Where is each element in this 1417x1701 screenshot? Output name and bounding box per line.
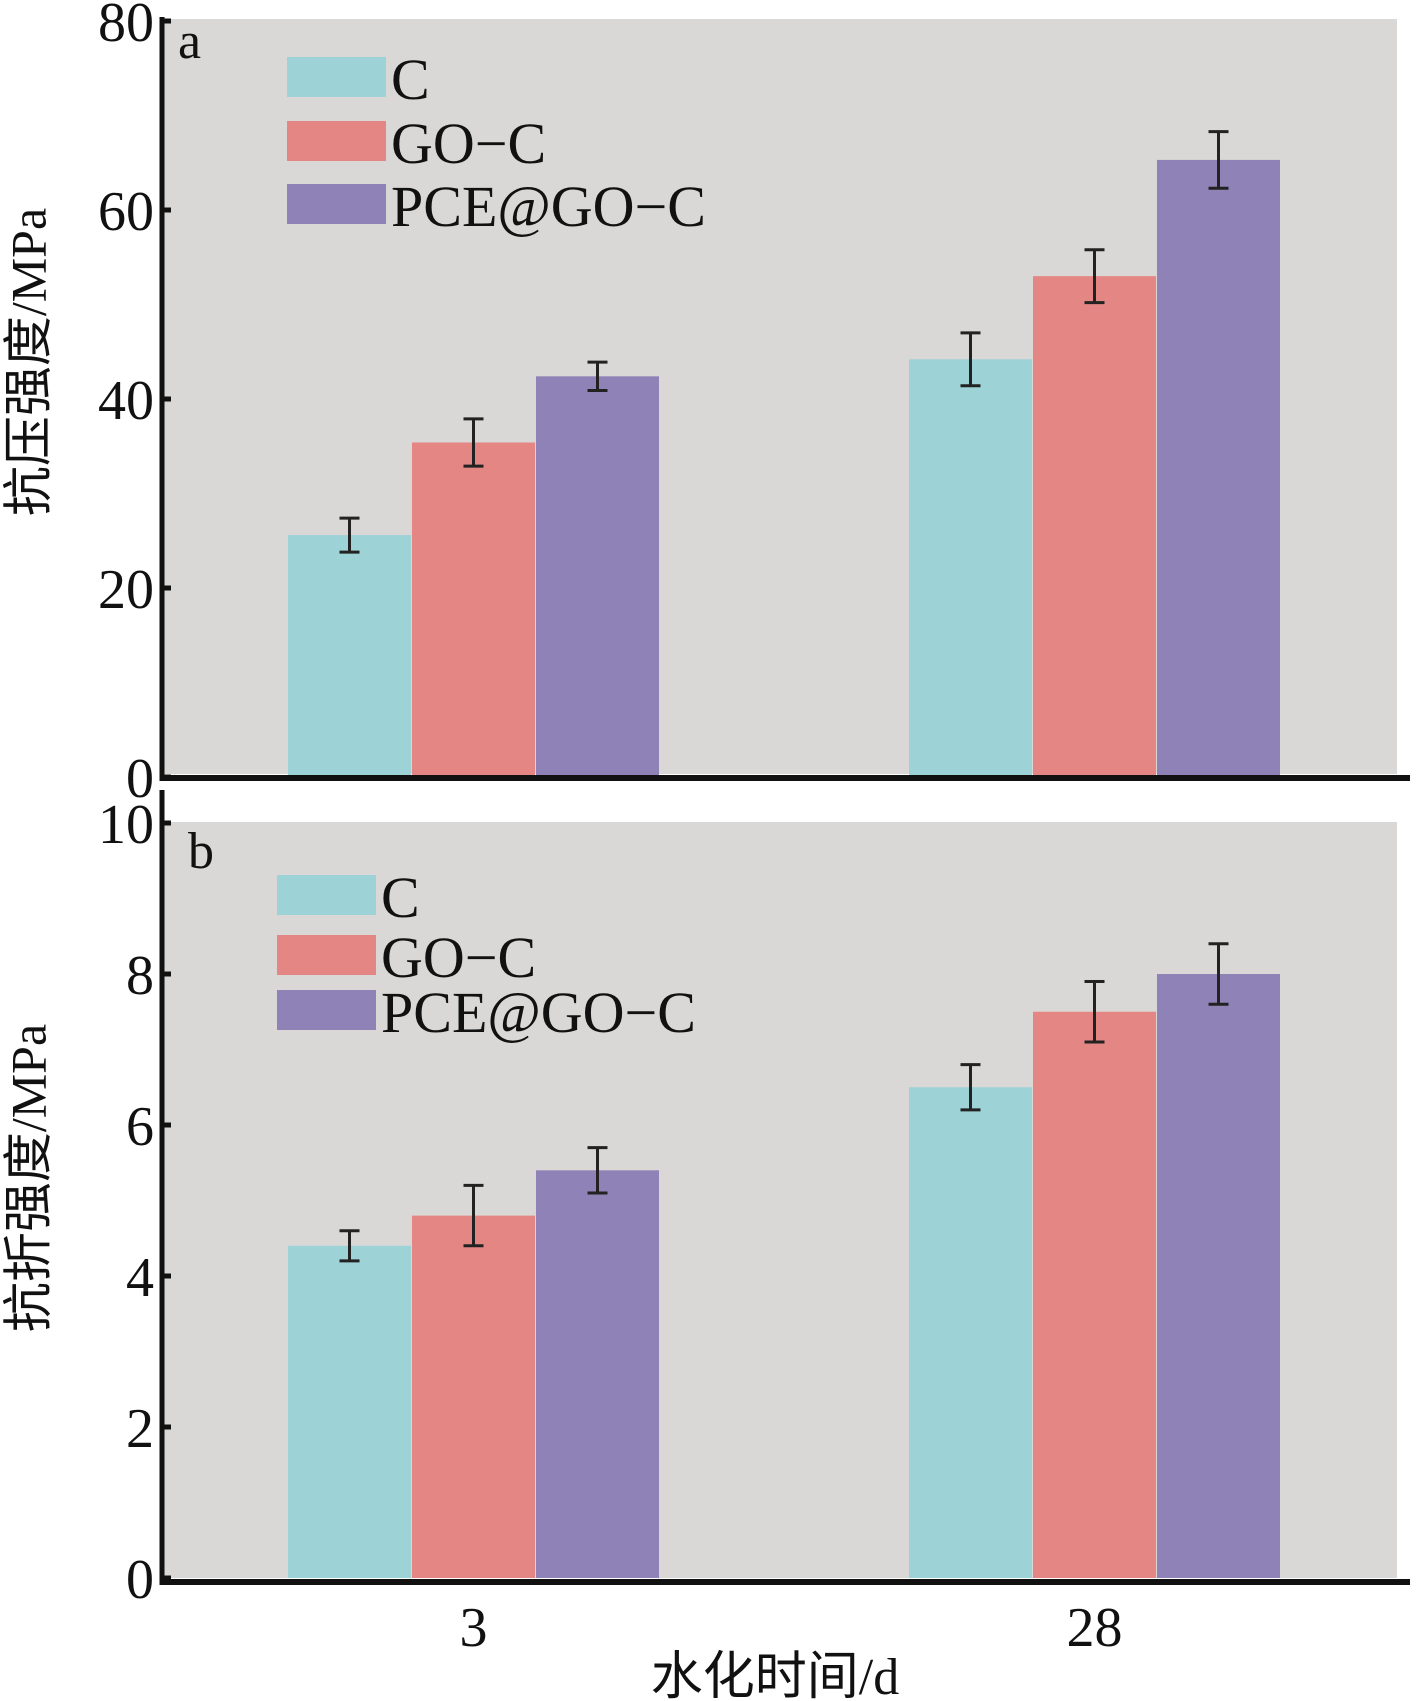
y-tick-label: 40 <box>98 370 154 432</box>
x-tick-label-3: 3 <box>460 1597 488 1659</box>
legend-label-pce-go-c: PCE@GO−C <box>391 174 706 239</box>
y-tick-label: 20 <box>98 559 154 621</box>
y-axis-title: 抗折强度/MPa <box>0 1024 56 1332</box>
y-tick-label: 2 <box>126 1398 154 1460</box>
x-tick-label-28: 28 <box>1067 1597 1123 1659</box>
panel-b-flexural-strength: C GO−C PCE@GO−C b 0 2 4 6 8 10 抗折强度/MPa 3 28 水… <box>0 790 1410 1701</box>
error-bar-pce-go-c-28 <box>1208 942 1229 1006</box>
bar-pce-go-c-3 <box>536 376 659 777</box>
error-bar-pce-go-c-3 <box>587 1146 608 1195</box>
panel-letter: a <box>178 13 201 70</box>
error-bar-go-c-3 <box>463 1183 484 1248</box>
error-bar-pce-go-c-28 <box>1208 130 1229 190</box>
y-tick-label: 0 <box>126 748 154 810</box>
legend-swatch-pce-go-c <box>277 990 376 1030</box>
y-axis-title: 抗压强度/MPa <box>0 208 56 516</box>
legend-label-pce-go-c: PCE@GO−C <box>381 980 696 1045</box>
error-bar-c-3 <box>339 516 360 554</box>
y-axis-ticks: 0 20 40 60 80 <box>98 0 171 810</box>
bars-group <box>288 159 1280 778</box>
bar-go-c-3 <box>412 1215 535 1578</box>
y-tick-label: 10 <box>98 794 154 856</box>
error-bar-go-c-28 <box>1084 248 1105 305</box>
x-axis-title: 水化时间/d <box>651 1649 899 1701</box>
y-tick-label: 60 <box>98 181 154 243</box>
panel-a-compressive-strength: C GO−C PCE@GO−C a 0 20 40 60 80 抗压强度/MPa <box>0 0 1410 810</box>
bar-pce-go-c-3 <box>536 1170 659 1578</box>
legend-swatch-c <box>287 57 386 97</box>
x-axis-tick-labels: 3 28 <box>460 1597 1123 1659</box>
y-tick-label: 6 <box>126 1096 154 1158</box>
legend-label-c: C <box>391 47 430 112</box>
error-bar-c-3 <box>339 1229 360 1263</box>
error-bar-go-c-3 <box>463 417 484 468</box>
y-tick-label: 8 <box>126 945 154 1007</box>
legend-swatch-c <box>277 875 376 915</box>
bar-c-3 <box>288 1245 411 1578</box>
bar-pce-go-c-28 <box>1157 974 1280 1578</box>
error-bar-go-c-28 <box>1084 980 1105 1044</box>
legend-swatch-pce-go-c <box>287 184 386 224</box>
error-bars-group <box>339 942 1229 1263</box>
legend-swatch-go-c <box>277 935 376 975</box>
bar-c-28 <box>909 1087 1032 1578</box>
bar-go-c-3 <box>412 442 535 777</box>
legend-label-go-c: GO−C <box>391 111 546 176</box>
error-bar-pce-go-c-3 <box>587 360 608 392</box>
bar-pce-go-c-28 <box>1157 159 1280 778</box>
y-tick-label: 0 <box>126 1549 154 1611</box>
error-bar-c-28 <box>960 331 981 388</box>
error-bars-group <box>339 130 1229 554</box>
bar-c-3 <box>288 535 411 777</box>
legend-label-go-c: GO−C <box>381 925 536 990</box>
bar-go-c-28 <box>1033 1011 1156 1578</box>
bars-group <box>288 974 1280 1578</box>
error-bar-c-28 <box>960 1063 981 1112</box>
legend-swatch-go-c <box>287 121 386 161</box>
y-tick-label: 80 <box>98 0 154 54</box>
y-tick-label: 4 <box>126 1247 154 1309</box>
legend: C GO−C PCE@GO−C <box>287 47 706 239</box>
y-axis-ticks: 0 2 4 6 8 10 <box>98 794 171 1611</box>
bar-go-c-28 <box>1033 276 1156 777</box>
panel-letter: b <box>188 823 214 880</box>
legend-label-c: C <box>381 865 420 930</box>
legend: C GO−C PCE@GO−C <box>277 865 696 1045</box>
bar-c-28 <box>909 359 1032 777</box>
